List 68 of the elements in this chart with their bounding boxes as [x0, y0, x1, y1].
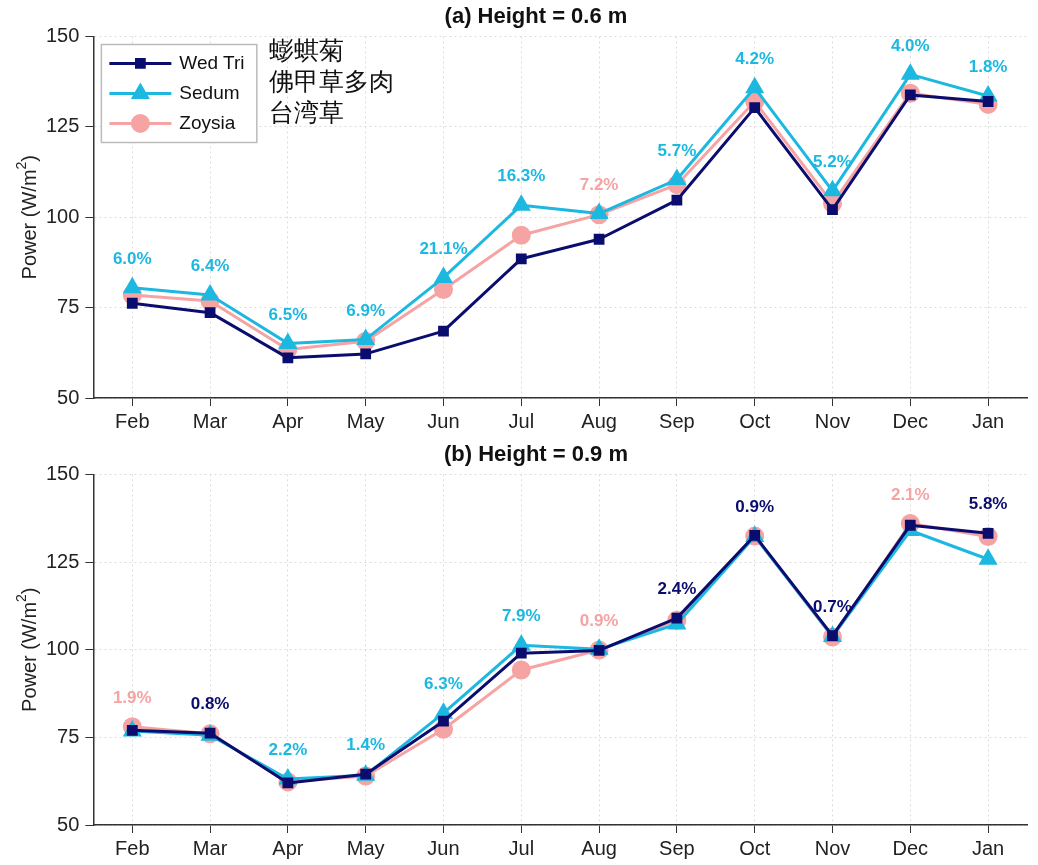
x-tick-label: Oct	[739, 409, 771, 432]
annotation: 21.1%	[419, 238, 468, 258]
x-tick-label: Mar	[192, 836, 228, 859]
annotation: 5.8%	[968, 494, 1008, 514]
x-tick-label: Apr	[272, 836, 304, 859]
y-axis-title: Power (W/m2)	[12, 587, 40, 712]
x-tick-label: Aug	[581, 836, 617, 859]
y-tick-label: 75	[57, 724, 80, 747]
x-tick-label: Nov	[814, 409, 851, 432]
x-tick-label: Nov	[814, 836, 851, 859]
x-tick-label: Jan	[971, 836, 1005, 859]
annotation: 16.3%	[497, 166, 546, 186]
annotation: 7.2%	[579, 174, 619, 194]
annotation: 2.1%	[890, 484, 930, 504]
annotation: 0.8%	[190, 694, 230, 714]
legend-label: Zoysia	[179, 111, 236, 133]
chart-title: (a) Height = 0.6 m	[444, 3, 628, 29]
annotation: 5.7%	[657, 140, 697, 160]
annotation: 5.2%	[813, 151, 852, 171]
legend-label: Sedum	[179, 81, 240, 103]
annotation: 1.9%	[112, 688, 152, 708]
y-tick-label: 50	[57, 812, 80, 835]
x-tick-label: Jul	[508, 836, 535, 859]
annotation: 7.9%	[501, 606, 541, 626]
y-tick-label: 150	[45, 23, 80, 46]
x-tick-label: Sep	[659, 409, 695, 432]
annotation: 0.7%	[813, 596, 852, 616]
legend-label: Wed Tri	[179, 51, 245, 73]
x-tick-label: May	[346, 409, 385, 432]
annotation: 1.4%	[346, 735, 386, 755]
annotation: 6.0%	[112, 248, 152, 268]
annotation: 6.9%	[346, 300, 386, 320]
annotation: 1.8%	[968, 57, 1008, 77]
x-tick-label: Mar	[192, 409, 228, 432]
x-tick-label: Jun	[427, 409, 460, 432]
x-tick-label: Sep	[659, 836, 695, 859]
x-tick-label: Feb	[115, 836, 150, 859]
annotation: 6.4%	[190, 256, 230, 276]
y-tick-label: 100	[45, 637, 80, 660]
annotation: 佛甲草多肉	[268, 68, 394, 96]
x-tick-label: Oct	[739, 836, 771, 859]
annotation: 6.3%	[424, 674, 463, 694]
chart-title: (b) Height = 0.9 m	[444, 441, 628, 467]
x-tick-label: Feb	[115, 409, 150, 432]
annotation: 蟛蜞菊	[268, 37, 344, 65]
y-tick-label: 50	[57, 385, 80, 408]
annotation: 0.9%	[735, 496, 775, 516]
y-tick-label: 150	[45, 461, 80, 484]
annotation: 2.4%	[657, 579, 697, 599]
x-tick-label: Dec	[892, 409, 929, 432]
x-tick-label: Apr	[272, 409, 304, 432]
x-tick-label: May	[346, 836, 385, 859]
x-tick-label: Dec	[892, 836, 929, 859]
y-tick-label: 125	[45, 114, 80, 137]
annotation: 4.0%	[890, 35, 930, 55]
annotation: 6.5%	[268, 304, 308, 324]
x-tick-label: Jun	[427, 836, 460, 859]
y-tick-label: 75	[57, 295, 80, 318]
annotation: 4.2%	[735, 48, 775, 68]
y-tick-label: 100	[45, 204, 80, 227]
annotation: 台湾草	[268, 99, 344, 127]
x-tick-label: Aug	[581, 409, 617, 432]
y-tick-label: 125	[45, 549, 80, 572]
x-tick-label: Jan	[971, 409, 1005, 432]
x-tick-label: Jul	[508, 409, 535, 432]
annotation: 0.9%	[579, 610, 619, 630]
y-axis-title: Power (W/m2)	[12, 154, 40, 280]
annotation: 2.2%	[268, 740, 308, 760]
